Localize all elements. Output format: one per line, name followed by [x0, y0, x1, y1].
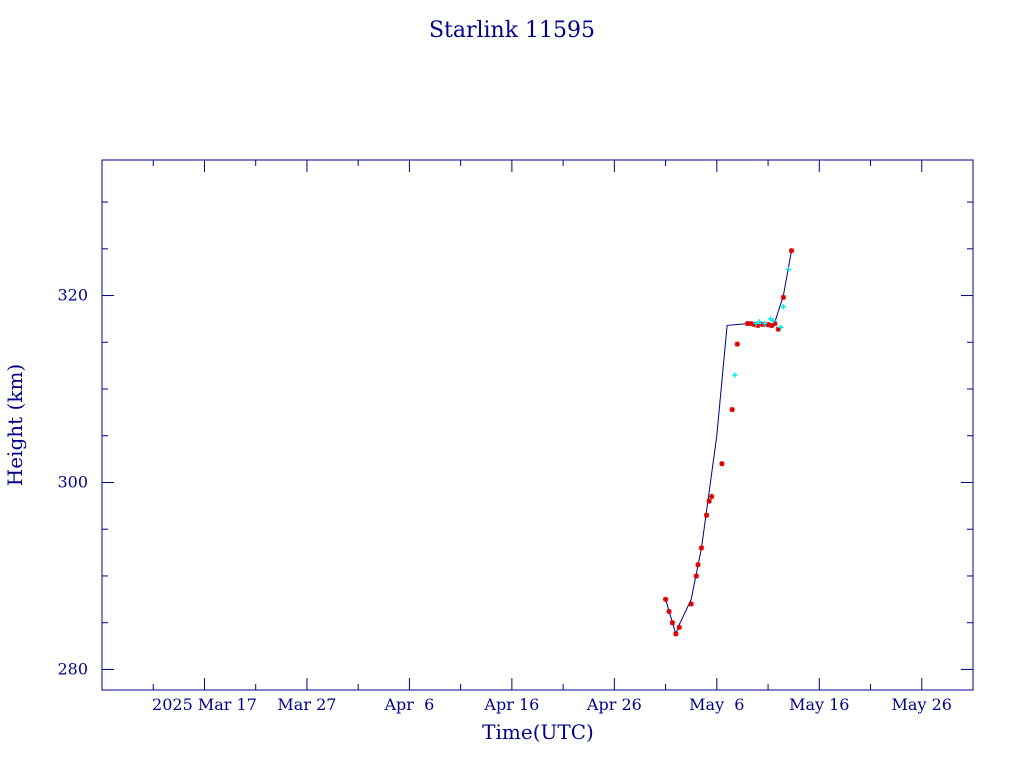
data-markers — [662, 248, 795, 637]
series-1-point-0 — [732, 372, 738, 378]
series-0-point-14 — [734, 341, 740, 347]
series-0-point-5 — [688, 601, 694, 607]
series-1-point-5 — [770, 318, 776, 324]
x-tick-label-3: Apr 16 — [483, 695, 539, 714]
series-1-point-2 — [756, 319, 763, 325]
y-tick-label-2: 320 — [57, 286, 88, 305]
y-axis-label: Height (km) — [3, 364, 27, 486]
plot-frame — [101, 159, 974, 691]
series-0-point-4 — [676, 624, 682, 630]
series-0-point-10 — [706, 498, 712, 504]
series-0-point-25 — [788, 248, 795, 254]
x-axis-label: Time(UTC) — [482, 720, 594, 744]
y-tick-label-0: 280 — [57, 659, 88, 678]
x-tick-label-1: Mar 27 — [277, 695, 336, 714]
series-1-point-8 — [785, 266, 792, 272]
series-0-point-12 — [719, 461, 725, 467]
series-0-point-11 — [709, 493, 715, 500]
series-0-point-24 — [780, 294, 787, 301]
series-1-point-6 — [778, 324, 784, 330]
x-tick-label-7: May 26 — [892, 695, 952, 714]
series-0-point-9 — [703, 512, 710, 518]
x-tick-label-5: May 6 — [689, 695, 744, 714]
series-0-point-7 — [695, 562, 701, 568]
series-0-point-0 — [662, 596, 669, 602]
series-0-point-6 — [693, 573, 699, 579]
series-0-point-1 — [666, 608, 672, 615]
y-tick-label-1: 300 — [57, 472, 88, 491]
series-1-point-3 — [762, 320, 768, 327]
series-1-point-7 — [780, 304, 787, 310]
series-0-point-3 — [673, 631, 679, 637]
x-tick-label-6: May 16 — [789, 695, 849, 714]
series-0-point-2 — [669, 620, 676, 626]
series-0-point-13 — [729, 406, 735, 413]
height-trend-line — [665, 250, 792, 636]
x-tick-label-2: Apr 6 — [384, 695, 435, 714]
tick-labels: 2025 Mar 17 Mar 27 Apr 6 Apr 16 Apr 26 May 6 M… — [57, 286, 952, 714]
axis-ticks — [102, 160, 973, 690]
x-tick-label-0: 2025 Mar 17 — [152, 695, 257, 714]
series-0-point-8 — [698, 545, 705, 551]
series-1-point-1 — [753, 320, 759, 327]
x-tick-label-4: Apr 26 — [586, 695, 642, 714]
chart-title: Starlink 11595 — [429, 18, 595, 43]
